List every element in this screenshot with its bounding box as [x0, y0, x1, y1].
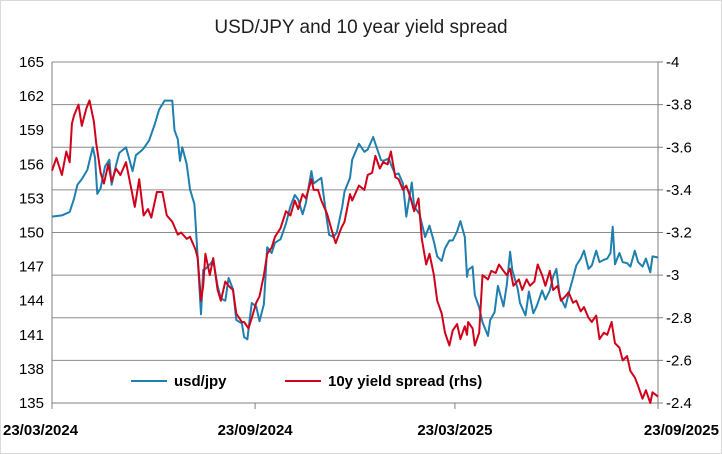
series-group [51, 99, 659, 404]
y-right-tick-label: -2.4 [666, 395, 692, 412]
y-left-tick-label: 144 [19, 293, 44, 310]
axes: 165 162 159 156 153 150 147 144 141 138 135 -4 -3.8 -… [3, 54, 719, 439]
y-left-tick-label: 165 [19, 54, 44, 71]
y-left-tick-label: 153 [19, 190, 44, 207]
y-right-tick-label: -2.6 [666, 352, 692, 369]
x-tick-label: 23/03/2025 [417, 422, 492, 439]
y-left-tick-label: 156 [19, 156, 44, 173]
y-right-tick-label: -3.4 [666, 182, 692, 199]
y-right-tick-label: -3.8 [666, 97, 692, 114]
legend: usd/jpy 10y yield spread (rhs) [131, 373, 482, 390]
y-left-tick-label: 162 [19, 88, 44, 105]
gridlines [52, 61, 658, 404]
x-tick-label: 23/09/2025 [644, 422, 719, 439]
y-left-tick-label: 141 [19, 327, 44, 344]
y-right-tick-label: -3.6 [666, 139, 692, 156]
y-left-tick-label: 150 [19, 225, 44, 242]
x-tick-label: 23/03/2024 [3, 422, 79, 439]
y-right-tick-label: -3.2 [666, 225, 692, 242]
legend-label: 10y yield spread (rhs) [328, 373, 482, 390]
chart-title: USD/JPY and 10 year yield spread [214, 17, 508, 38]
y-right-tick-label: -2.8 [666, 310, 692, 327]
y-left-tick-label: 135 [19, 395, 44, 412]
y-right-tick-label: -4 [666, 54, 679, 71]
y-right-tick-label: -3 [666, 267, 679, 284]
y-left-tick-label: 159 [19, 122, 44, 139]
legend-label: usd/jpy [174, 373, 227, 390]
yield-spread-series-line [51, 99, 659, 404]
y-left-tick-label: 147 [19, 259, 44, 276]
usdjpy-series-line [51, 99, 659, 341]
y-left-tick-label: 138 [19, 361, 44, 378]
x-tick-label: 23/09/2024 [218, 422, 294, 439]
